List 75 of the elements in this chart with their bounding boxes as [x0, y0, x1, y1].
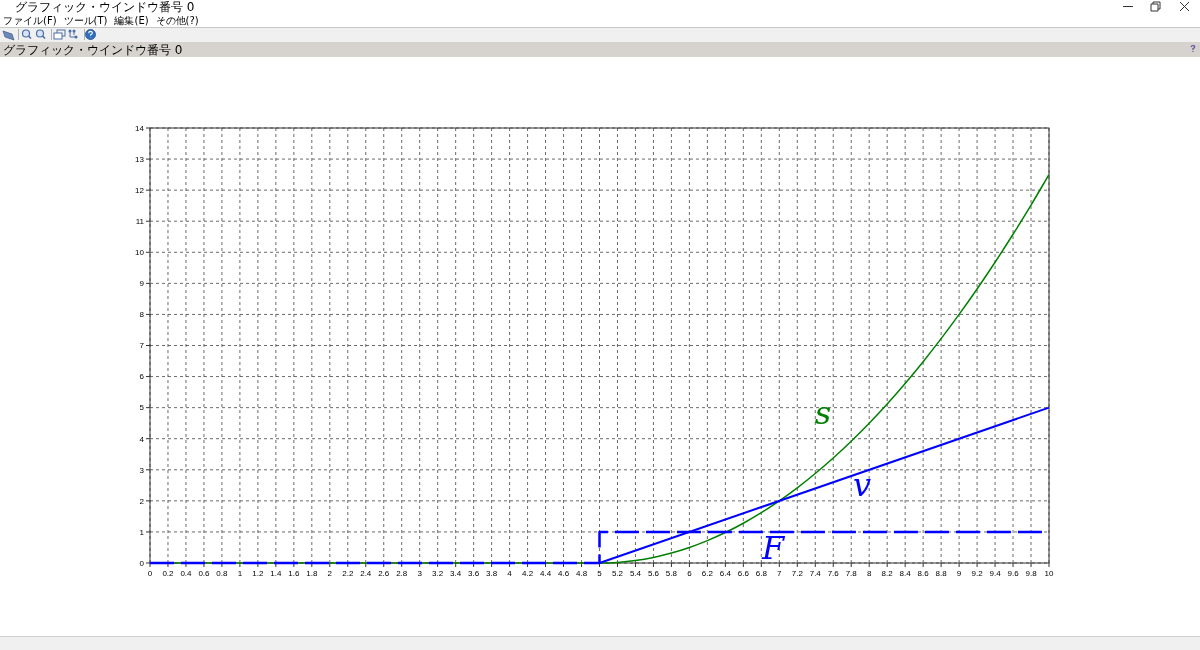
chart-title: グラフィック・ウインドウ番号 0: [15, 0, 195, 14]
x-tick-label: 10: [1044, 569, 1054, 578]
y-tick-label: 2: [139, 496, 145, 506]
x-tick-label: 5.6: [647, 569, 660, 578]
x-tick-label: 1.2: [252, 569, 264, 578]
y-tick-label: 10: [135, 248, 145, 258]
x-tick-label: 8.2: [881, 569, 894, 578]
x-tick-label: 2.4: [360, 569, 372, 578]
text: ファイル(F): [3, 15, 57, 26]
series-label: F: [760, 529, 786, 567]
x-tick-label: 0.4: [180, 569, 193, 578]
y-tick-label: 0: [139, 558, 145, 568]
x-tick-label: 9.4: [989, 569, 1002, 578]
y-tick-label: 11: [135, 217, 145, 227]
text: 編集(E): [113, 15, 149, 26]
x-tick-label: 4.8: [575, 569, 588, 578]
x-tick-label: 8.6: [917, 569, 930, 578]
y-tick-label: 8: [139, 310, 145, 320]
y-tick-label: 7: [139, 341, 145, 351]
x-tick-label: 9.2: [971, 569, 984, 578]
y-tick-label: 14: [135, 123, 145, 133]
y-tick-label: 4: [139, 434, 145, 444]
x-tick-label: 5.2: [611, 569, 624, 578]
x-tick-label: 9.6: [1007, 569, 1020, 578]
x-tick-label: 7.6: [827, 569, 840, 578]
y-tick-label: 13: [135, 154, 145, 164]
x-tick-label: 7.4: [809, 569, 822, 578]
series-label: v: [852, 466, 872, 504]
x-tick-label: 9.8: [1025, 569, 1038, 578]
x-tick-label: 2: [327, 569, 333, 578]
x-tick-label: 9: [956, 569, 962, 578]
x-tick-label: 2.6: [378, 569, 390, 578]
x-tick-label: 4.4: [540, 569, 552, 578]
x-tick-label: 7.2: [791, 569, 804, 578]
x-tick-label: 5.8: [665, 569, 678, 578]
x-tick-label: 3.8: [486, 569, 498, 578]
y-tick-label: 6: [139, 372, 145, 382]
x-tick-label: 4: [507, 569, 513, 578]
x-tick-label: 3: [417, 569, 423, 578]
x-tick-label: 2.2: [342, 569, 354, 578]
x-tick-label: 3.4: [450, 569, 462, 578]
x-tick-label: 6.6: [737, 569, 750, 578]
x-tick-label: 6: [687, 569, 693, 578]
x-tick-label: 6.2: [701, 569, 714, 578]
x-tick-label: 8: [866, 569, 872, 578]
x-tick-label: 0.8: [216, 569, 229, 578]
x-tick-label: 1.4: [270, 569, 282, 578]
series-label: s: [814, 394, 832, 432]
y-tick-label: 9: [139, 279, 145, 289]
x-tick-label: 6.8: [755, 569, 768, 578]
text: その他(?): [155, 15, 199, 26]
x-tick-label: 3.2: [432, 569, 444, 578]
x-tick-label: 5: [597, 569, 603, 578]
x-tick-label: 0: [147, 569, 153, 578]
x-tick-label: 5.4: [629, 569, 642, 578]
x-tick-label: 8.8: [935, 569, 948, 578]
x-tick-label: 7: [777, 569, 783, 578]
x-tick-label: 3.6: [468, 569, 480, 578]
x-tick-label: 0.6: [198, 569, 211, 578]
y-tick-label: 5: [139, 403, 145, 413]
x-tick-label: 1.8: [306, 569, 318, 578]
x-tick-label: 2.8: [396, 569, 408, 578]
x-tick-label: 7.8: [845, 569, 858, 578]
text: ツール(T): [63, 15, 108, 26]
x-tick-label: 4.2: [522, 569, 534, 578]
y-tick-label: 3: [139, 465, 145, 475]
x-tick-label: 6.4: [719, 569, 732, 578]
chart-title: グラフィック・ウインドウ番号 0: [3, 43, 183, 57]
y-tick-label: 1: [139, 527, 145, 537]
x-tick-label: 8.4: [899, 569, 912, 578]
x-tick-label: 0.2: [162, 569, 175, 578]
x-tick-label: 1: [237, 569, 243, 578]
y-tick-label: 12: [135, 185, 145, 195]
x-tick-label: 4.6: [557, 569, 570, 578]
x-tick-label: 1.6: [288, 569, 300, 578]
